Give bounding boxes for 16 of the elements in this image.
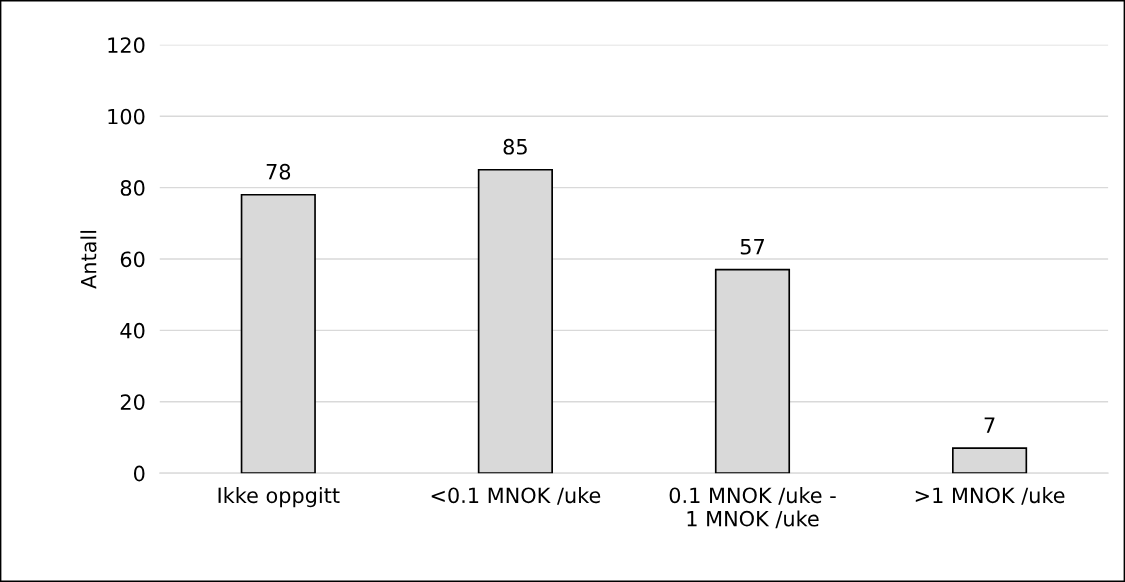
- y-tick-label: 80: [120, 180, 145, 196]
- data-label: 57: [740, 239, 764, 255]
- y-tick-label: 20: [120, 394, 145, 410]
- x-tick-label: Ikke oppgitt: [218, 487, 340, 508]
- y-tick-label: 120: [108, 37, 145, 54]
- data-label: 78: [266, 163, 291, 180]
- x-tick-label: <0.1 MNOK /uke: [431, 487, 601, 505]
- y-axis-title: Antall: [80, 230, 97, 289]
- y-tick-label: 100: [108, 108, 145, 125]
- data-label: 7: [984, 417, 995, 433]
- x-tick-label: 0.1 MNOK /uke - 1 MNOK /uke: [669, 487, 836, 529]
- x-tick-label: >1 MNOK /uke: [915, 487, 1065, 505]
- y-tick-label: 40: [120, 322, 145, 339]
- y-tick-label: 60: [120, 251, 145, 268]
- y-tick-label: 0: [133, 465, 145, 482]
- data-label: 85: [503, 138, 527, 155]
